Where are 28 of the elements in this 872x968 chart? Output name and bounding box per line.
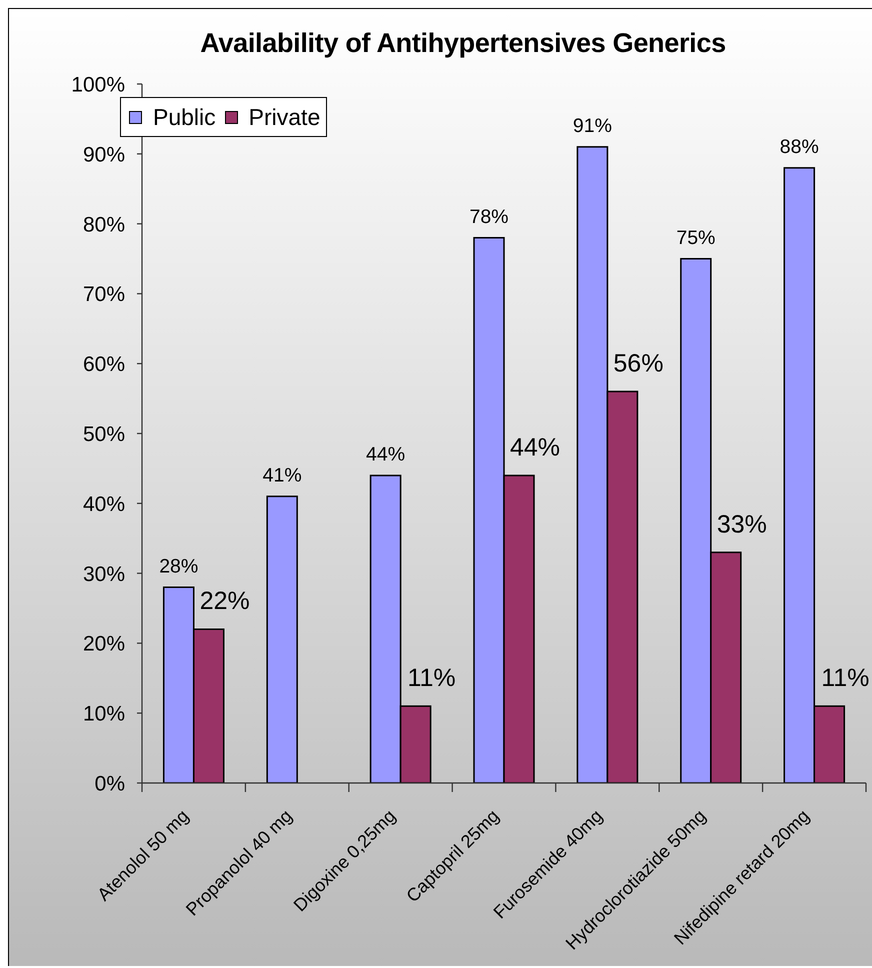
y-tick-label: 90%	[82, 143, 125, 166]
chart-title: Availability of Antihypertensives Generics	[200, 27, 726, 60]
data-label: 44%	[366, 443, 406, 466]
y-tick-label: 60%	[82, 353, 125, 376]
y-tick-label: 70%	[82, 283, 125, 306]
bar	[266, 496, 298, 783]
y-tick-label: 0%	[94, 772, 125, 796]
data-label: 56%	[613, 350, 664, 378]
y-tick-label: 50%	[82, 422, 125, 446]
y-tick-label: 20%	[82, 632, 125, 656]
data-label: 11%	[821, 664, 870, 692]
data-label: 28%	[159, 555, 198, 578]
data-label: 91%	[572, 114, 612, 137]
data-label: 88%	[780, 136, 819, 158]
legend-label: Private	[248, 103, 320, 131]
data-label: 22%	[200, 587, 250, 616]
data-label: 78%	[469, 206, 509, 228]
data-label: 41%	[262, 464, 302, 486]
legend-label: Public	[153, 103, 216, 131]
data-label: 33%	[716, 510, 767, 538]
data-label: 11%	[407, 664, 456, 692]
y-tick-label: 100%	[71, 73, 125, 96]
y-tick-label: 30%	[82, 562, 125, 586]
y-tick-label: 10%	[82, 702, 125, 726]
data-label: 75%	[676, 226, 716, 249]
data-label: 44%	[510, 433, 560, 462]
y-tick-label: 80%	[82, 213, 125, 236]
y-tick-label: 40%	[82, 492, 125, 516]
